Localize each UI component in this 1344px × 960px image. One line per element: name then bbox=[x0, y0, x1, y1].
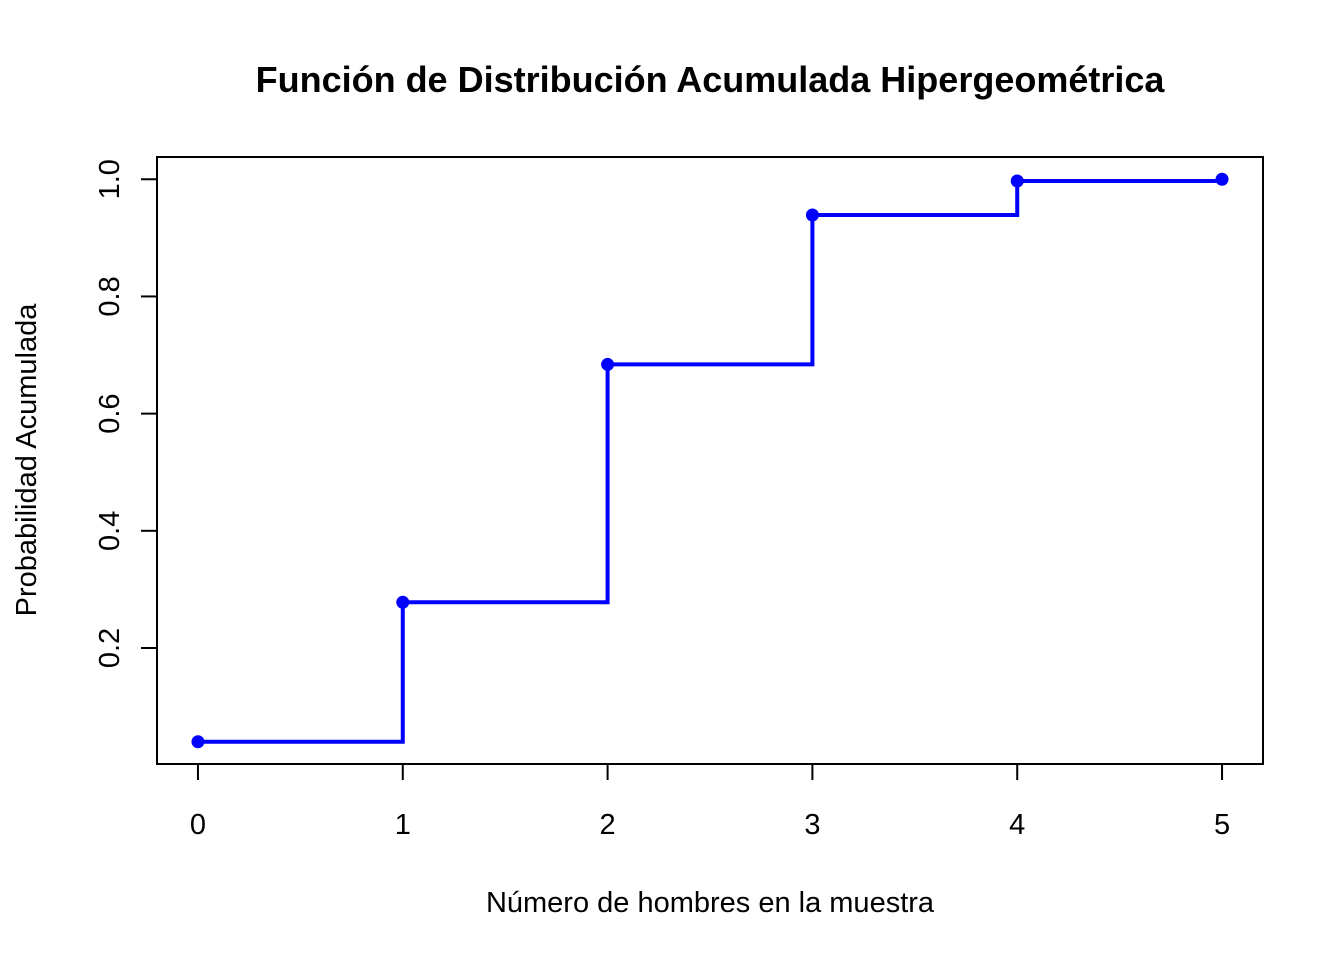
data-point bbox=[191, 735, 205, 749]
cdf-step-line bbox=[197, 179, 1225, 744]
data-point bbox=[805, 208, 819, 222]
x-axis: 0 1 2 3 4 5 bbox=[190, 763, 1230, 841]
y-tick-label: 0.6 bbox=[94, 393, 126, 433]
x-tick-label: 3 bbox=[804, 809, 820, 841]
chart-title: Función de Distribución Acumulada Hiperg… bbox=[256, 59, 1166, 100]
y-axis: 0.2 0.4 0.6 0.8 1.0 bbox=[94, 159, 158, 668]
y-tick-label: 1.0 bbox=[94, 159, 126, 199]
x-tick-label: 5 bbox=[1214, 809, 1230, 841]
data-point bbox=[1010, 174, 1024, 188]
data-point bbox=[1215, 172, 1229, 186]
plot-frame bbox=[156, 156, 1264, 765]
data-point bbox=[396, 595, 410, 609]
x-tick-label: 2 bbox=[600, 809, 616, 841]
x-axis-label: Número de hombres en la muestra bbox=[486, 887, 935, 919]
y-tick-label: 0.8 bbox=[94, 276, 126, 316]
y-tick-label: 0.4 bbox=[94, 511, 126, 551]
data-points bbox=[191, 172, 1229, 749]
x-tick-label: 0 bbox=[190, 809, 206, 841]
y-axis-label: Probabilidad Acumulada bbox=[11, 303, 43, 617]
x-tick-label: 4 bbox=[1009, 809, 1025, 841]
y-tick-label: 0.2 bbox=[94, 628, 126, 668]
data-point bbox=[601, 357, 615, 371]
x-tick-label: 1 bbox=[395, 809, 411, 841]
